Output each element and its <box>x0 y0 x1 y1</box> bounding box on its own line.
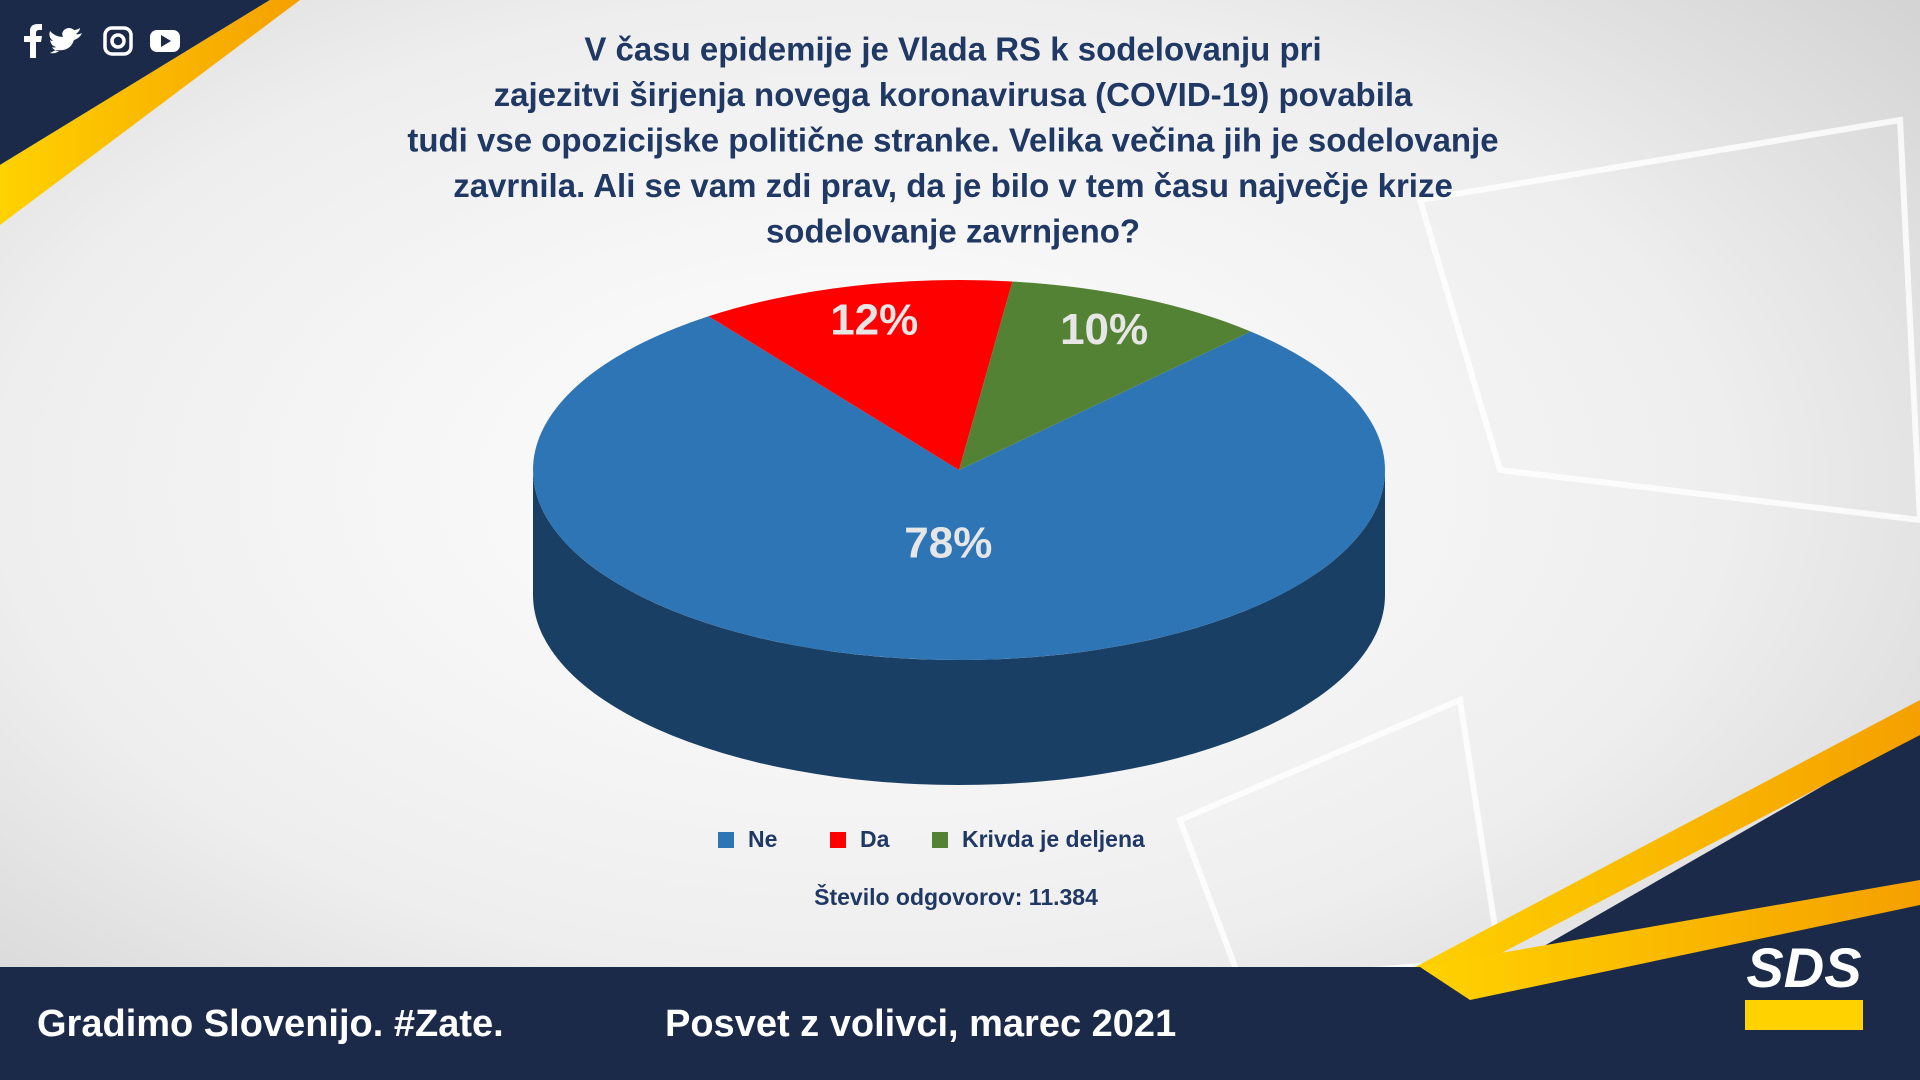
pie-slice <box>959 281 1251 470</box>
corner <box>1450 730 1920 1000</box>
title: V času epidemije je Vlada RS k sodelovan… <box>407 31 1498 250</box>
pie-slice <box>533 316 1385 660</box>
title-line: zavrnila. Ali se vam zdi prav, da je bil… <box>453 167 1453 204</box>
social-icons[interactable] <box>24 24 180 58</box>
pie-slice <box>708 279 1013 470</box>
title-line: zajezitvi širjenja novega koronavirusa (… <box>494 76 1413 113</box>
footer-source: Posvet z volivci, marec 2021 <box>665 1003 1176 1045</box>
facebook-icon[interactable] <box>24 24 42 58</box>
stripe <box>1400 700 1920 985</box>
logo[interactable]: SDS <box>1746 936 1861 999</box>
legend-label: Ne <box>748 826 777 852</box>
footer-slogan: Gradimo Slovenijo. #Zate. <box>37 1003 504 1045</box>
legend: Ne Da Krivda je deljena <box>718 826 1145 852</box>
stripe <box>0 0 300 225</box>
title-line: sodelovanje zavrnjeno? <box>766 213 1140 250</box>
legend-label: Krivda je deljena <box>962 826 1145 852</box>
annotation: Število odgovorov: 11.384 <box>814 883 1098 910</box>
pie: 78% 12% 10% <box>533 279 1385 785</box>
legend-swatch <box>718 832 734 848</box>
title-line: tudi vse opozicijske politične stranke. … <box>407 122 1498 159</box>
legend-swatch <box>932 832 948 848</box>
legend-swatch <box>830 832 846 848</box>
footer-band <box>0 967 1920 1080</box>
twitter-icon[interactable] <box>49 28 82 54</box>
legend-label: Da <box>860 826 890 852</box>
instagram-icon <box>110 33 126 49</box>
youtube-icon <box>161 35 171 47</box>
title-line: V času epidemije je Vlada RS k sodelovan… <box>584 31 1321 68</box>
stripe <box>1420 880 1920 1000</box>
logo-bar <box>1745 1000 1863 1030</box>
pie-side <box>533 470 1385 785</box>
data-label: 12% <box>830 295 918 344</box>
data-label: 78% <box>904 518 992 567</box>
instagram-icon[interactable] <box>103 26 133 56</box>
data-label: 10% <box>1060 305 1148 354</box>
